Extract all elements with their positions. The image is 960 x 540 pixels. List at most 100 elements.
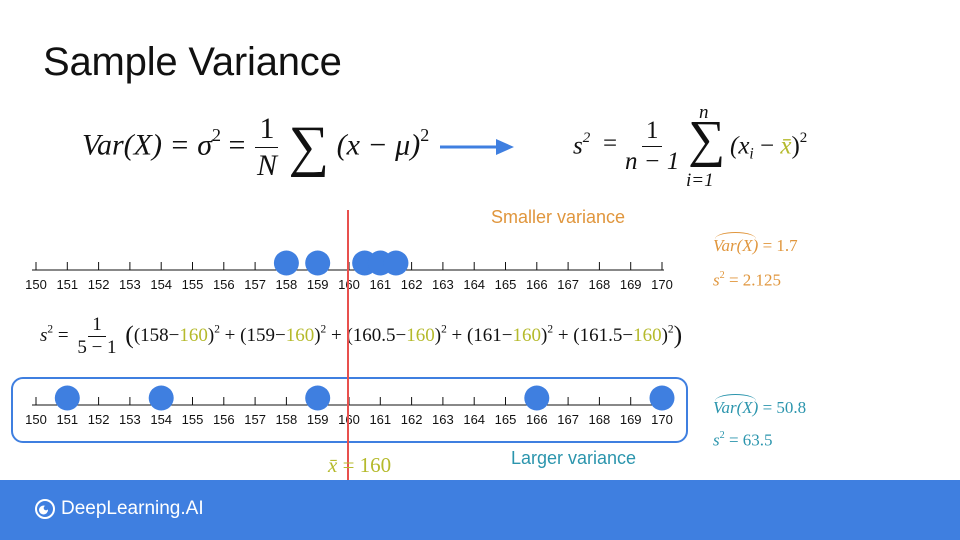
top-tick-label: 154 xyxy=(150,277,172,292)
mid-term-close: ) xyxy=(207,325,215,347)
top-tick-label: 157 xyxy=(244,277,266,292)
bottom-s2-label: s xyxy=(713,430,720,450)
bottom-var-hat: Var(X) = 50.8 xyxy=(713,394,807,418)
top-tick-label: 156 xyxy=(213,277,235,292)
bottom-s2-exponent: 2 xyxy=(719,430,725,441)
bottom-var-hat-value: = 50.8 xyxy=(758,398,807,417)
bottom-data-point xyxy=(148,385,174,411)
bottom-data-point xyxy=(54,385,80,411)
mid-term-mean: 160 xyxy=(406,325,435,347)
bottom-tick-label: 166 xyxy=(526,412,548,427)
sample-lhs-exponent: 2 xyxy=(582,130,591,146)
top-s2-label: s xyxy=(713,270,720,290)
mid-term-exponent: 2 xyxy=(667,323,674,336)
bottom-var-hat-label: Var(X) xyxy=(713,394,759,417)
top-points xyxy=(273,250,409,276)
population-term: (x − μ) xyxy=(336,128,421,162)
top-tick-label: 162 xyxy=(401,277,423,292)
top-s2: s2 = 2.125 xyxy=(713,270,781,291)
brand: DeepLearning.AI xyxy=(34,498,204,520)
sigma-exponent: 2 xyxy=(212,125,222,146)
mid-term-mean: 160 xyxy=(285,325,315,347)
bottom-points xyxy=(54,385,675,411)
population-sum-symbol: ∑ xyxy=(288,114,330,178)
sample-variance-computation: s2 = 1 5 − 1 ((158−160)2 + (159−160)2 + … xyxy=(40,314,682,360)
top-tick-label: 155 xyxy=(182,277,204,292)
mid-fraction-numerator: 1 xyxy=(88,314,106,337)
bottom-tick-label: 154 xyxy=(150,412,172,427)
top-tick-label: 169 xyxy=(620,277,642,292)
mid-term-exponent: 2 xyxy=(441,323,447,336)
sample-term-open: (x xyxy=(730,132,750,160)
top-tick-label: 159 xyxy=(307,277,329,292)
brand-name: DeepLearning.AI xyxy=(61,498,204,519)
mid-fraction: 1 5 − 1 xyxy=(73,314,120,360)
mid-term: (161.5−160)2 xyxy=(573,323,674,347)
bottom-tick-label: 168 xyxy=(589,412,611,427)
top-tick-label: 153 xyxy=(119,277,141,292)
sample-lhs: s2 xyxy=(573,130,590,160)
population-term-exponent: 2 xyxy=(420,125,430,146)
sum-upper-limit: n xyxy=(699,102,709,123)
mid-term-close: ) xyxy=(434,325,442,347)
top-tick-label: 166 xyxy=(526,277,548,292)
top-tick-label: 164 xyxy=(463,277,485,292)
footer-bar: DeepLearning.AI xyxy=(0,480,960,540)
mid-term-close: ) xyxy=(661,325,668,347)
top-data-point xyxy=(383,250,409,276)
mid-term-plus: + xyxy=(446,325,467,347)
top-tick-label: 170 xyxy=(651,277,673,292)
population-fraction-denominator: N xyxy=(256,148,277,182)
bottom-tick-label: 156 xyxy=(213,412,235,427)
population-variance-lhs: Var(X) = σ xyxy=(82,128,213,162)
bottom-tick-label: 170 xyxy=(651,412,673,427)
bottom-tick-label: 167 xyxy=(557,412,579,427)
bottom-tick-label: 152 xyxy=(88,412,110,427)
bottom-tick-label: 155 xyxy=(182,412,204,427)
population-equals: = xyxy=(228,128,246,162)
top-var-hat: Var(X) = 1.7 xyxy=(713,232,798,256)
bottom-tick-label: 158 xyxy=(276,412,298,427)
mid-term-open: (160.5− xyxy=(346,325,407,347)
mid-term-exponent: 2 xyxy=(320,323,327,336)
bottom-s2: s2 = 63.5 xyxy=(713,430,773,451)
sample-fraction-denominator: n − 1 xyxy=(625,147,680,175)
sample-term-close: ) xyxy=(791,132,800,160)
bottom-tick-label: 153 xyxy=(119,412,141,427)
bottom-tick-label: 165 xyxy=(495,412,517,427)
mid-term-plus: + xyxy=(219,325,241,347)
slide-title: Sample Variance xyxy=(43,40,342,84)
top-s2-value: = 2.125 xyxy=(724,270,782,290)
sample-term-minus: − xyxy=(753,132,781,160)
mean-label-value: = 160 xyxy=(337,453,392,477)
mid-term-close: ) xyxy=(541,325,548,347)
sample-term: (xi − x̄)2 xyxy=(730,130,807,164)
mid-term: (160.5−160)2 + xyxy=(346,323,467,347)
mid-term-open: (158− xyxy=(133,325,180,347)
sample-term-mean: x̄ xyxy=(780,132,792,160)
bottom-tick-label: 161 xyxy=(369,412,391,427)
mid-term-open: (159− xyxy=(240,325,286,347)
top-var-hat-value: = 1.7 xyxy=(758,236,798,255)
mid-term-close: ) xyxy=(314,325,321,347)
bottom-data-point xyxy=(524,385,550,411)
top-data-point xyxy=(273,250,299,276)
top-var-hat-label: Var(X) xyxy=(713,232,759,255)
top-tick-label: 167 xyxy=(557,277,579,292)
population-variance-formula: Var(X) = σ2 = 1 N ∑ (x − μ)2 xyxy=(82,112,429,184)
sample-fraction: 1 n − 1 xyxy=(621,117,683,177)
sample-sum-symbol: ∑ xyxy=(688,111,726,168)
mean-label-symbol: x̄ xyxy=(328,453,338,477)
mid-term-plus: + xyxy=(326,325,347,347)
sample-fraction-numerator: 1 xyxy=(641,117,663,147)
top-tick-label: 165 xyxy=(495,277,517,292)
top-s2-exponent: 2 xyxy=(719,270,725,281)
mid-terms: (158−160)2 + (159−160)2 + (160.5−160)2 +… xyxy=(133,323,674,347)
smaller-variance-label: Smaller variance xyxy=(491,207,626,227)
mid-open-paren: ( xyxy=(125,320,134,350)
top-tick-label: 150 xyxy=(25,277,47,292)
sample-term-exponent: 2 xyxy=(799,130,808,146)
bottom-tick-label: 150 xyxy=(25,412,47,427)
mid-term: (161−160)2 + xyxy=(467,324,573,347)
top-data-point xyxy=(305,250,331,276)
